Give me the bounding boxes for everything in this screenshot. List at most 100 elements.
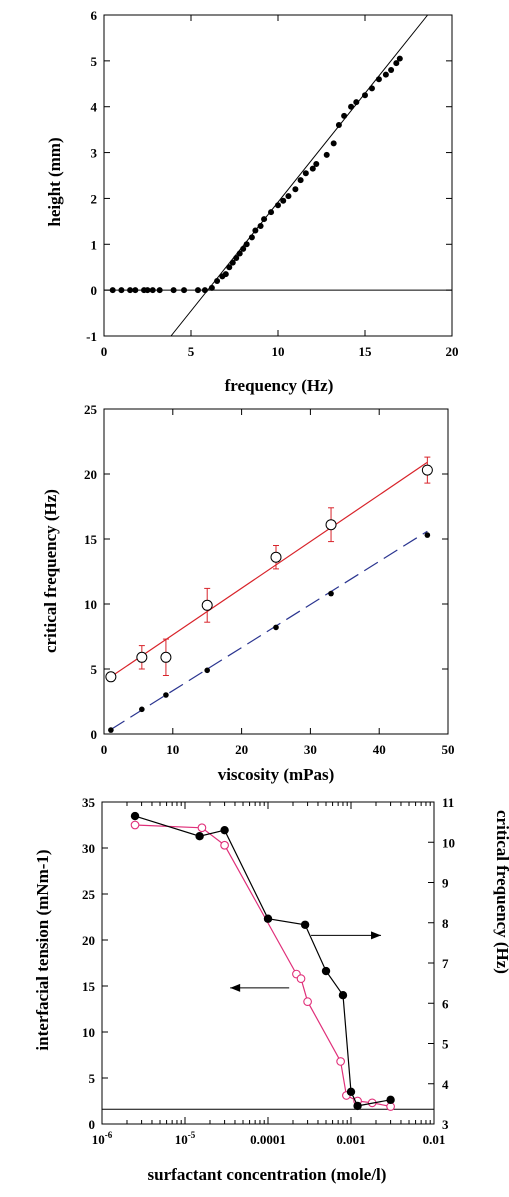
data-point [396,55,403,62]
y-tick-label: 10 [84,597,97,612]
interfacial-tension-point [130,820,140,830]
data-point [170,287,177,294]
filled-data-point [424,532,431,538]
data-point [181,287,188,294]
y-left-tick-label: 5 [89,1071,96,1086]
data-point [261,216,268,223]
y-tick-label: 6 [91,8,98,23]
interfacial-tension-point [197,823,207,833]
data-point [368,85,375,92]
y-tick-label: 15 [84,532,98,547]
data-point [109,287,116,294]
x-tick-label: 5 [188,344,195,359]
data-point [388,67,395,74]
open-data-point [201,599,213,611]
plot-frame [101,801,435,1125]
interfacial-tension-point [296,974,306,983]
critical-frequency-point [321,966,331,976]
y-left-tick-label: 0 [89,1117,96,1132]
data-point [222,271,229,278]
x-tick-label: 0.0001 [250,1132,286,1147]
interfacial-tension-line [134,824,391,1108]
data-point [275,202,281,209]
y-tick-label: 25 [84,402,98,417]
plot-frame [103,14,453,337]
x-tick-label: 20 [235,742,248,757]
data-point [236,250,243,257]
x-tick-label: 10-6 [92,1130,113,1147]
critical-frequency-point [338,991,348,1000]
x-axis-label: viscosity (mPas) [218,765,335,784]
interfacial-tension-point [220,840,229,850]
arrow-to-right-axis-head [371,931,382,940]
data-point [323,151,330,158]
data-point [248,234,255,241]
arrow-to-left-axis-head [230,983,241,992]
plot-frame [103,408,449,735]
data-point [285,193,292,200]
x-tick-label: 30 [304,742,317,757]
y-left-tick-label: 30 [82,841,95,856]
x-tick-label: 0.001 [336,1132,365,1147]
y-right-tick-label: 9 [442,876,449,891]
filled-data-point [108,727,114,733]
x-tick-label: 40 [373,742,386,757]
y-left-tick-label: 20 [82,933,95,948]
height-vs-frequency-panel: height (mm) frequency (Hz) 0 5 10 15 20 -1 0 1 2… [45,8,459,395]
x-tick-label: 10-5 [175,1130,196,1147]
y-left-tick-label: 25 [82,887,96,902]
open-data-point [160,651,172,663]
data-point [393,60,400,67]
data-point [156,287,163,294]
data-point [252,227,259,234]
critical-frequency-line [134,815,391,1107]
data-point [257,222,264,229]
y-left-tick-label: 10 [82,1025,95,1040]
data-point [341,112,348,119]
interfacial-tension-point [336,1057,345,1066]
critical-frequency-point [386,1095,395,1105]
open-data-point [325,519,337,531]
x-tick-label: 10 [272,344,285,359]
filled-data-point [273,624,279,631]
data-point [194,287,201,294]
data-point [297,177,304,184]
y-tick-label: 5 [91,662,98,677]
filled-data-point [139,706,145,713]
y-right-tick-label: 4 [442,1077,449,1092]
data-point [313,161,320,168]
filled-data-point [328,590,334,597]
y-tick-label: -1 [86,329,97,344]
y-axis-label: critical frequency (Hz) [41,489,60,653]
y-axis-label-left: interfacial tension (mNm-1) [33,849,52,1050]
open-data-point [105,671,117,683]
data-point [118,287,125,294]
y-right-tick-label: 3 [442,1117,449,1132]
y-tick-label: 1 [91,237,98,252]
data-point [132,287,139,294]
critical-frequency-point [353,1101,362,1111]
x-tick-label: 50 [442,742,455,757]
blue-dashed-fit-line [110,530,428,730]
data-point [382,71,389,78]
data-point [268,209,275,216]
data-point [214,277,221,284]
x-tick-label: 20 [446,344,459,359]
y-right-tick-label: 6 [442,996,449,1011]
y-right-tick-label: 8 [442,916,449,931]
data-point [208,284,215,291]
critical-frequency-point [220,825,229,835]
x-tick-label: 15 [359,344,373,359]
critical-frequency-point [263,914,273,923]
data-point [243,241,250,248]
x-axis-label: surfactant concentration (mole/l) [148,1165,387,1184]
open-data-point [421,464,433,476]
data-point [335,122,342,129]
x-tick-label: 0.01 [423,1132,446,1147]
y-tick-label: 2 [91,191,98,206]
y-left-tick-label: 15 [82,979,96,994]
data-point [309,165,316,172]
filled-data-point [163,692,169,698]
y-tick-label: 3 [91,146,98,161]
